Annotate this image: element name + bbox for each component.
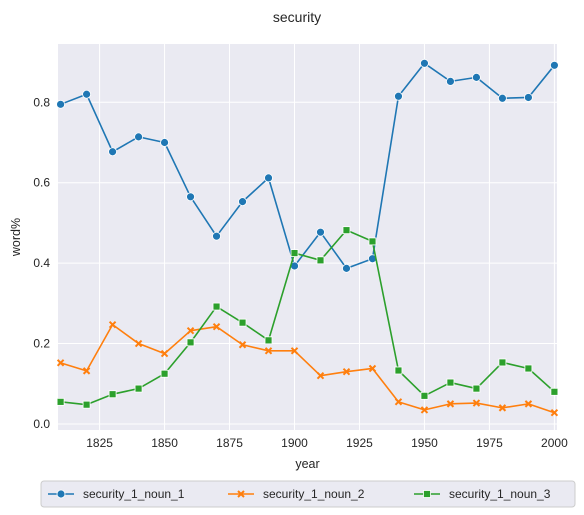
data-point [82,89,91,99]
data-point [134,384,143,393]
data-point [394,91,403,101]
series-line [60,229,555,406]
data-point [368,237,377,246]
legend: security_1_noun_1 security_1_noun_2 securi… [40,480,576,508]
data-point [290,249,299,257]
legend-marker [237,490,245,498]
x-tick-label: 1975 [476,436,503,450]
data-point [498,404,507,412]
data-point [134,339,143,348]
data-point [108,390,117,399]
x-tick-label: 1825 [86,436,113,450]
data-point [56,99,65,109]
data-point [446,378,455,387]
data-point [446,400,455,408]
series-line [60,323,555,414]
legend-marker [423,490,431,498]
data-point [264,347,273,355]
y-tick-label: 0.8 [33,95,50,109]
y-axis-label: word% [9,218,23,257]
legend-entry: security_1_noun_3 [414,487,551,501]
data-point [160,369,169,378]
data-point [498,358,507,367]
x-tick-label: 1875 [216,436,243,450]
x-tick-label: 1925 [346,436,373,450]
x-axis: 1825 1850 1875 1900 1925 1950 1975 2000 [86,436,568,450]
data-point [290,347,299,355]
y-axis: 0.0 0.2 0.4 0.6 0.8 [33,95,50,431]
x-axis-label: year [295,457,319,471]
data-point [56,359,65,367]
series-1 [56,58,559,273]
data-point [342,367,351,376]
data-point [498,93,507,103]
x-tick-label: 1950 [411,436,438,450]
plot-background [58,44,557,430]
series-group [56,58,559,417]
data-point [238,341,247,349]
series-2 [56,320,559,417]
y-tick-label: 0.0 [33,417,50,431]
data-point [186,338,195,347]
data-point [316,256,325,265]
legend-marker [56,489,66,499]
y-tick-label: 0.6 [33,176,50,190]
data-point [316,227,325,237]
data-point [394,366,403,375]
data-point [524,364,533,373]
data-point [316,372,325,380]
data-point [160,349,169,358]
legend-label: security_1_noun_1 [83,487,185,501]
data-point [550,409,559,417]
data-point [524,400,533,408]
data-point [212,302,221,311]
data-point [82,400,91,409]
data-point [238,197,247,207]
data-point [160,138,169,147]
data-point [524,93,533,102]
data-point [186,326,195,335]
data-point [342,226,351,235]
data-point [368,364,377,373]
data-point [420,391,429,400]
data-point [238,318,247,327]
x-tick-label: 2000 [541,436,568,450]
data-point [186,192,195,202]
y-tick-label: 0.4 [33,256,50,270]
legend-entry: security_1_noun_2 [228,487,365,501]
data-point [108,147,117,157]
legend-label: security_1_noun_2 [263,487,365,501]
data-point [472,384,481,393]
x-tick-label: 1850 [151,436,178,450]
series-3 [56,226,559,409]
data-point [212,231,221,241]
legend-box [40,480,576,508]
data-point [264,336,273,345]
data-point [82,367,91,375]
data-point [264,173,273,183]
data-point [56,397,65,406]
data-point [472,72,481,82]
data-point [212,322,221,331]
legend-label: security_1_noun_3 [449,487,551,501]
data-point [108,320,117,329]
data-point [446,76,455,86]
data-point [420,58,429,68]
data-point [472,399,481,407]
x-tick-label: 1900 [281,436,308,450]
chart-title: security [273,9,321,25]
data-point [394,398,403,406]
data-point [420,406,429,414]
data-point [550,387,559,396]
legend-entry: security_1_noun_1 [48,487,185,501]
data-point [550,60,559,70]
y-tick-label: 0.2 [33,337,50,351]
data-point [134,132,143,142]
data-point [342,263,351,273]
grid-lines [58,44,557,430]
